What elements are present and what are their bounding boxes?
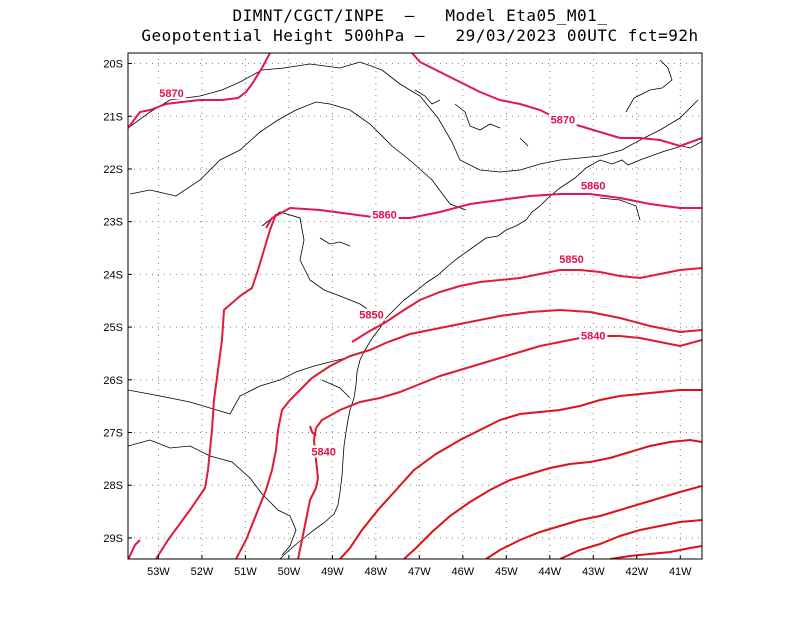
contour-label-bg xyxy=(370,208,399,221)
contour-line xyxy=(403,438,702,559)
contour-label: 5840 xyxy=(581,331,605,343)
lat-tick-label: 24S xyxy=(103,269,123,281)
lon-tick-label: 51W xyxy=(234,566,257,578)
contour-label: 5870 xyxy=(551,115,575,127)
lat-tick-label: 22S xyxy=(103,164,123,176)
lon-tick-label: 46W xyxy=(452,566,475,578)
contour-line xyxy=(155,213,277,559)
lat-lon-grid xyxy=(128,53,702,559)
lon-tick-label: 47W xyxy=(408,566,431,578)
contour-line xyxy=(315,335,702,429)
contour-labels: 5870 5870 5860 5860 5850 5850 5840 5840 xyxy=(157,87,608,459)
contour-line xyxy=(609,545,702,559)
state-border xyxy=(321,379,351,399)
lon-tick-label: 52W xyxy=(191,566,214,578)
reservoir xyxy=(319,237,351,247)
state-border xyxy=(599,197,641,221)
state-border xyxy=(129,101,467,211)
contour-line xyxy=(235,308,702,559)
contour-label: 5850 xyxy=(359,310,383,322)
lat-tick-label: 28S xyxy=(103,480,123,492)
reservoir xyxy=(414,89,441,105)
lon-tick-label: 43W xyxy=(582,566,605,578)
axis-ticks: 20S 21S 22S 23S 24S 25S 26S 27S 28S 29S 53W 52W 51W 5… xyxy=(103,59,692,578)
reservoir xyxy=(454,103,501,131)
state-border xyxy=(128,439,297,556)
coastline xyxy=(279,141,702,559)
contour-line xyxy=(351,267,702,343)
state-border xyxy=(128,61,699,173)
contour-label: 5860 xyxy=(581,180,605,192)
contour-line xyxy=(339,389,702,559)
lon-tick-label: 42W xyxy=(625,566,648,578)
state-border xyxy=(261,211,373,313)
contour-line xyxy=(559,519,702,559)
contour-label: 5840 xyxy=(311,447,335,459)
contour-label-bg xyxy=(548,113,577,126)
geopotential-contours xyxy=(128,53,702,559)
contour-label: 5860 xyxy=(372,209,396,221)
contour-line xyxy=(411,53,702,148)
lon-tick-label: 48W xyxy=(365,566,388,578)
plot-frame xyxy=(127,52,703,560)
lat-tick-label: 26S xyxy=(103,375,123,387)
lat-tick-label: 29S xyxy=(103,533,123,545)
lon-tick-label: 49W xyxy=(321,566,344,578)
lat-tick-label: 25S xyxy=(103,322,123,334)
contour-label-bg xyxy=(309,445,338,458)
lat-tick-label: 21S xyxy=(103,111,123,123)
contour-line xyxy=(128,53,271,129)
contour-line xyxy=(128,539,141,559)
contour-label-bg xyxy=(357,308,386,321)
lat-tick-label: 27S xyxy=(103,428,123,440)
contour-line xyxy=(309,425,317,437)
map-title-line1: DIMNT/CGCT/INPE — Model Eta05_M01_ xyxy=(232,6,608,25)
contour-line xyxy=(265,193,702,229)
lon-tick-label: 44W xyxy=(538,566,561,578)
state-border xyxy=(625,59,673,113)
state-border xyxy=(128,353,359,415)
lat-tick-label: 23S xyxy=(103,217,123,229)
contour-label-bg xyxy=(557,253,586,266)
contour-label: 5850 xyxy=(559,254,583,266)
contour-label-bg xyxy=(579,329,608,342)
lon-tick-label: 50W xyxy=(278,566,301,578)
contour-label-bg xyxy=(157,87,186,100)
lon-tick-label: 41W xyxy=(669,566,692,578)
contour-line xyxy=(485,485,702,559)
coastline-and-borders xyxy=(128,59,702,559)
map-title-line2: Geopotential Height 500hPa — 29/03/2023 … xyxy=(141,26,699,45)
lon-tick-label: 53W xyxy=(147,566,170,578)
lon-tick-label: 45W xyxy=(495,566,518,578)
contour-label: 5870 xyxy=(159,88,183,100)
reservoir xyxy=(519,137,529,147)
contour-label-bg xyxy=(579,179,608,192)
lat-tick-label: 20S xyxy=(103,59,123,71)
